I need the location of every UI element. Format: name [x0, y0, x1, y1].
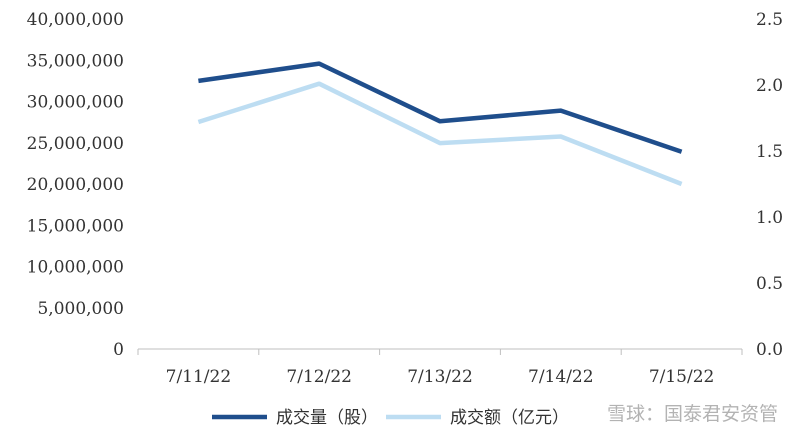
y-left-tick-label: 30,000,000 — [27, 93, 124, 113]
y-right-tick-label: 1.0 — [756, 208, 783, 228]
y-left-tick-label: 10,000,000 — [27, 258, 124, 278]
y-right-tick-label: 0.5 — [756, 274, 783, 294]
x-tick-label: 7/15/22 — [649, 367, 715, 387]
y-right-tick-label: 1.5 — [756, 142, 783, 162]
y-right-tick-label: 2.5 — [756, 10, 783, 30]
series-layer — [198, 64, 681, 184]
x-tick-label: 7/13/22 — [407, 367, 473, 387]
y-left-tick-label: 40,000,000 — [27, 10, 124, 30]
y-left-tick-label: 15,000,000 — [27, 216, 124, 236]
y-right-tick-label: 0.0 — [756, 340, 783, 360]
series-line-1 — [198, 64, 681, 152]
axes-layer: 7/11/22 7/12/22 7/13/22 7/14/22 7/15/22 0 5,00… — [27, 10, 783, 387]
y-left-tick-label: 5,000,000 — [37, 299, 124, 319]
legend: 成交量（股） 成交额（亿元） — [212, 408, 569, 428]
legend-label: 成交额（亿元） — [450, 408, 569, 428]
y-left-tick-label: 35,000,000 — [27, 51, 124, 71]
x-tick-label: 7/14/22 — [528, 367, 594, 387]
legend-label: 成交量（股） — [276, 408, 378, 428]
series-line-2 — [198, 84, 681, 184]
y-right-tick-label: 2.0 — [756, 76, 783, 96]
watermark-text: 雪球：国泰君安资管 — [607, 399, 778, 426]
y-left-tick-label: 20,000,000 — [27, 175, 124, 195]
y-left-tick-label: 25,000,000 — [27, 134, 124, 154]
y-left-tick-label: 0 — [113, 340, 124, 360]
x-tick-label: 7/11/22 — [166, 367, 232, 387]
x-tick-label: 7/12/22 — [286, 367, 352, 387]
